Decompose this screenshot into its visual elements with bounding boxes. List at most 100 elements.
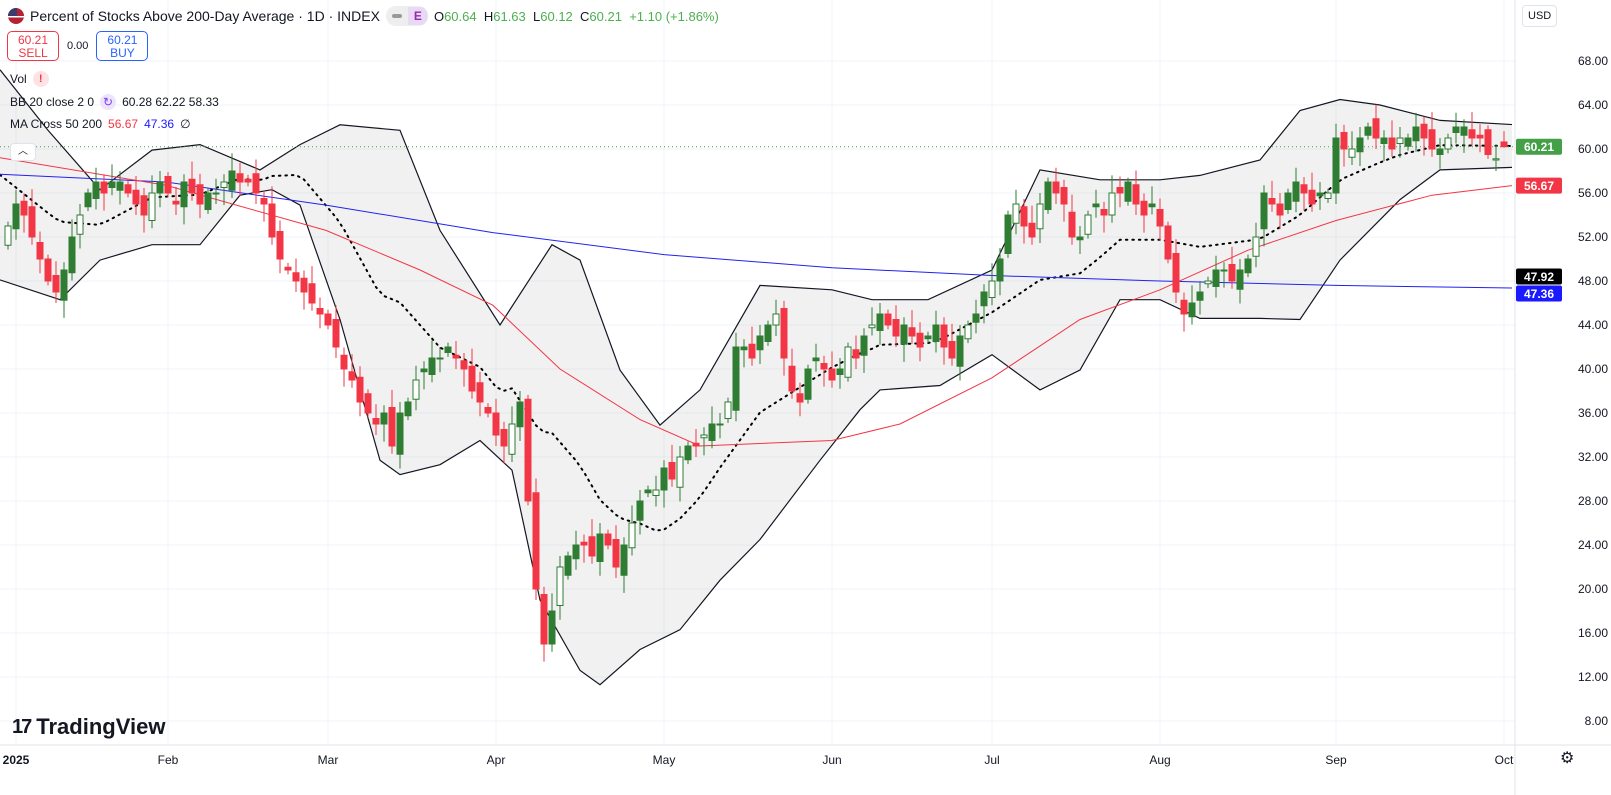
candle-body: [1308, 189, 1316, 205]
candle-body: [652, 489, 660, 496]
candle-body: [748, 343, 756, 359]
candle-body: [780, 308, 788, 359]
candle-body: [820, 363, 828, 370]
candle-body: [1108, 192, 1116, 216]
vol-label: Vol: [10, 72, 27, 86]
y-tick-label: 56.00: [1578, 186, 1608, 200]
candle-body: [1148, 203, 1156, 208]
candle-body: [1372, 118, 1380, 139]
candle-body: [212, 192, 220, 195]
candle-body: [1100, 209, 1108, 216]
indicator-bb[interactable]: BB 20 close 2 0 ↻ 60.28 62.22 58.33: [10, 94, 219, 110]
candle-body: [940, 324, 948, 348]
candle-body: [1252, 236, 1260, 257]
candle-body: [924, 335, 932, 340]
candle-body: [404, 401, 412, 417]
candle-body: [268, 203, 276, 238]
bb-label: BB 20 close 2 0: [10, 95, 95, 109]
candle-body: [396, 412, 404, 455]
candle-body: [28, 206, 36, 238]
candle-body: [1284, 192, 1292, 210]
candle-body: [636, 500, 644, 521]
sell-button[interactable]: 60.21 SELL: [7, 31, 59, 61]
candle-body: [468, 365, 476, 392]
candle-body: [1004, 214, 1012, 254]
warning-icon[interactable]: !: [32, 71, 49, 87]
candle-body: [340, 354, 348, 370]
symbol-header: Percent of Stocks Above 200-Day Average …: [8, 6, 719, 26]
candle-body: [956, 335, 964, 367]
candle-body: [764, 324, 772, 342]
y-tick-label: 68.00: [1578, 54, 1608, 68]
candle-body: [1316, 192, 1324, 197]
candle-body: [564, 555, 572, 576]
low-label: L: [533, 8, 541, 24]
ma200-value: 47.36: [144, 117, 175, 131]
candle-body: [700, 434, 708, 439]
buy-button[interactable]: 60.21 BUY: [96, 31, 149, 61]
tradingview-logo[interactable]: 17 TradingView: [12, 714, 165, 740]
candle-body: [100, 181, 108, 194]
candle-body: [796, 393, 804, 403]
indicator-vol[interactable]: Vol!: [10, 71, 49, 87]
candle-body: [1156, 209, 1164, 227]
x-tick-label: Jul: [984, 753, 999, 767]
candle-body: [236, 173, 244, 183]
candle-body: [1060, 187, 1068, 205]
candle-body: [68, 236, 76, 274]
candle-body: [1484, 129, 1492, 155]
gear-icon[interactable]: ⚙: [1560, 750, 1575, 767]
candle-body: [1244, 258, 1252, 274]
symbol-title[interactable]: Percent of Stocks Above 200-Day Average …: [30, 8, 380, 24]
y-tick-label: 48.00: [1578, 274, 1608, 288]
candle-body: [44, 258, 52, 282]
candle-body: [916, 332, 924, 348]
candle-body: [492, 412, 500, 436]
candle-body: [876, 313, 884, 331]
x-tick-label: Apr: [487, 753, 506, 767]
candle-body: [60, 269, 68, 301]
bb-values: 60.28 62.22 58.33: [122, 95, 219, 109]
candle-body: [756, 335, 764, 351]
candle-body: [852, 349, 860, 359]
x-tick-label: Aug: [1149, 753, 1170, 767]
y-tick-label: 28.00: [1578, 494, 1608, 508]
candle-body: [972, 313, 980, 323]
candle-body: [732, 346, 740, 411]
candle-body: [596, 533, 604, 562]
logo-text: TradingView: [36, 714, 166, 739]
candle-body: [124, 184, 132, 194]
candle-body: [1364, 126, 1372, 136]
candle-body: [1300, 184, 1308, 194]
candle-body: [484, 407, 492, 414]
candle-body: [84, 192, 92, 208]
market-status-pill[interactable]: E: [385, 6, 428, 26]
candle-body: [1036, 203, 1044, 230]
price-badge: [1516, 138, 1562, 155]
candle-body: [1340, 132, 1348, 150]
currency-selector[interactable]: USD: [1522, 5, 1558, 27]
indicator-ma-cross[interactable]: MA Cross 50 200 56.67 47.36 ∅: [10, 117, 191, 131]
candle-body: [1452, 126, 1460, 133]
price-badge-label: 47.92: [1524, 270, 1554, 284]
candle-body: [52, 275, 60, 293]
collapse-legend-button[interactable]: ︿: [10, 143, 36, 161]
candle-body: [1404, 137, 1412, 147]
bollinger-basis-line: [0, 144, 1513, 532]
candle-body: [788, 365, 796, 392]
candle-body: [1268, 198, 1276, 205]
candle-body: [1380, 137, 1388, 144]
candle-body: [148, 192, 156, 221]
buy-price: 60.21: [107, 33, 138, 47]
candle-body: [108, 181, 116, 188]
candle-body: [444, 346, 452, 353]
candle-body: [588, 536, 596, 557]
candle-body: [716, 423, 724, 426]
y-tick-label: 12.00: [1578, 670, 1608, 684]
price-badge: [1516, 285, 1562, 302]
sell-price: 60.21: [17, 33, 49, 47]
candle-body: [1492, 158, 1500, 161]
y-tick-label: 52.00: [1578, 230, 1608, 244]
candle-body: [644, 489, 652, 494]
